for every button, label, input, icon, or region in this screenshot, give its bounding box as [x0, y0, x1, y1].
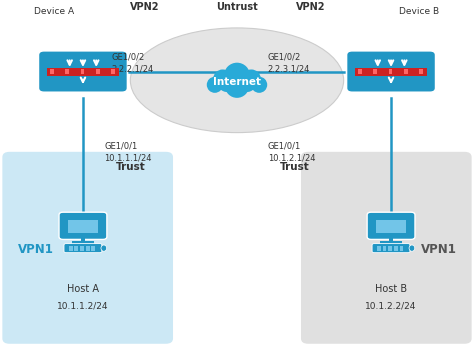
- FancyBboxPatch shape: [346, 51, 436, 92]
- Text: Device A: Device A: [35, 7, 74, 16]
- Bar: [358, 69, 362, 74]
- Text: VPN1: VPN1: [420, 243, 456, 256]
- Bar: [111, 69, 115, 74]
- Bar: [96, 69, 100, 74]
- FancyBboxPatch shape: [38, 51, 128, 92]
- Ellipse shape: [207, 77, 223, 93]
- Bar: [388, 246, 392, 251]
- Bar: [383, 246, 386, 251]
- Text: Host A: Host A: [67, 284, 99, 295]
- Bar: [81, 236, 85, 243]
- Bar: [373, 69, 377, 74]
- FancyBboxPatch shape: [64, 244, 102, 253]
- Text: VPN2: VPN2: [296, 2, 325, 12]
- Bar: [80, 246, 84, 251]
- Ellipse shape: [213, 69, 232, 89]
- Bar: [380, 241, 402, 244]
- Bar: [389, 236, 393, 243]
- Text: 10.1.2.2/24: 10.1.2.2/24: [365, 302, 417, 311]
- Bar: [69, 246, 73, 251]
- FancyBboxPatch shape: [301, 152, 472, 344]
- FancyBboxPatch shape: [355, 68, 427, 75]
- Bar: [400, 246, 403, 251]
- Bar: [394, 246, 398, 251]
- Ellipse shape: [101, 245, 107, 251]
- Ellipse shape: [130, 28, 344, 133]
- FancyBboxPatch shape: [367, 212, 415, 239]
- Bar: [65, 69, 69, 74]
- Bar: [377, 246, 381, 251]
- Ellipse shape: [224, 63, 250, 89]
- Bar: [404, 69, 408, 74]
- Bar: [389, 69, 392, 74]
- Text: Untrust: Untrust: [216, 2, 258, 12]
- Bar: [74, 246, 78, 251]
- Bar: [376, 220, 406, 233]
- FancyBboxPatch shape: [59, 212, 107, 239]
- Text: GE1/0/1
10.1.2.1/24: GE1/0/1 10.1.2.1/24: [268, 141, 315, 162]
- Text: Internet: Internet: [213, 77, 261, 87]
- Text: VPN2: VPN2: [130, 2, 159, 12]
- Ellipse shape: [409, 245, 415, 251]
- Ellipse shape: [225, 74, 249, 98]
- Text: GE1/0/2
2.2.3.1/24: GE1/0/2 2.2.3.1/24: [268, 52, 310, 73]
- Bar: [68, 220, 98, 233]
- Text: Device B: Device B: [400, 7, 439, 16]
- Bar: [50, 69, 54, 74]
- Bar: [81, 69, 84, 74]
- Ellipse shape: [242, 69, 261, 89]
- Bar: [91, 246, 95, 251]
- Text: GE1/0/2
2.2.2.1/24: GE1/0/2 2.2.2.1/24: [111, 52, 154, 73]
- Ellipse shape: [251, 77, 267, 93]
- Text: 10.1.1.2/24: 10.1.1.2/24: [57, 302, 109, 311]
- FancyBboxPatch shape: [372, 244, 410, 253]
- Bar: [86, 246, 90, 251]
- Bar: [72, 241, 94, 244]
- Text: Trust: Trust: [116, 162, 146, 172]
- Text: VPN1: VPN1: [18, 243, 54, 256]
- Text: Host B: Host B: [375, 284, 407, 295]
- FancyBboxPatch shape: [47, 68, 119, 75]
- FancyBboxPatch shape: [2, 152, 173, 344]
- Text: GE1/0/1
10.1.1.1/24: GE1/0/1 10.1.1.1/24: [104, 141, 152, 162]
- Ellipse shape: [217, 71, 238, 92]
- Bar: [419, 69, 423, 74]
- Text: Trust: Trust: [280, 162, 310, 172]
- Ellipse shape: [236, 71, 257, 92]
